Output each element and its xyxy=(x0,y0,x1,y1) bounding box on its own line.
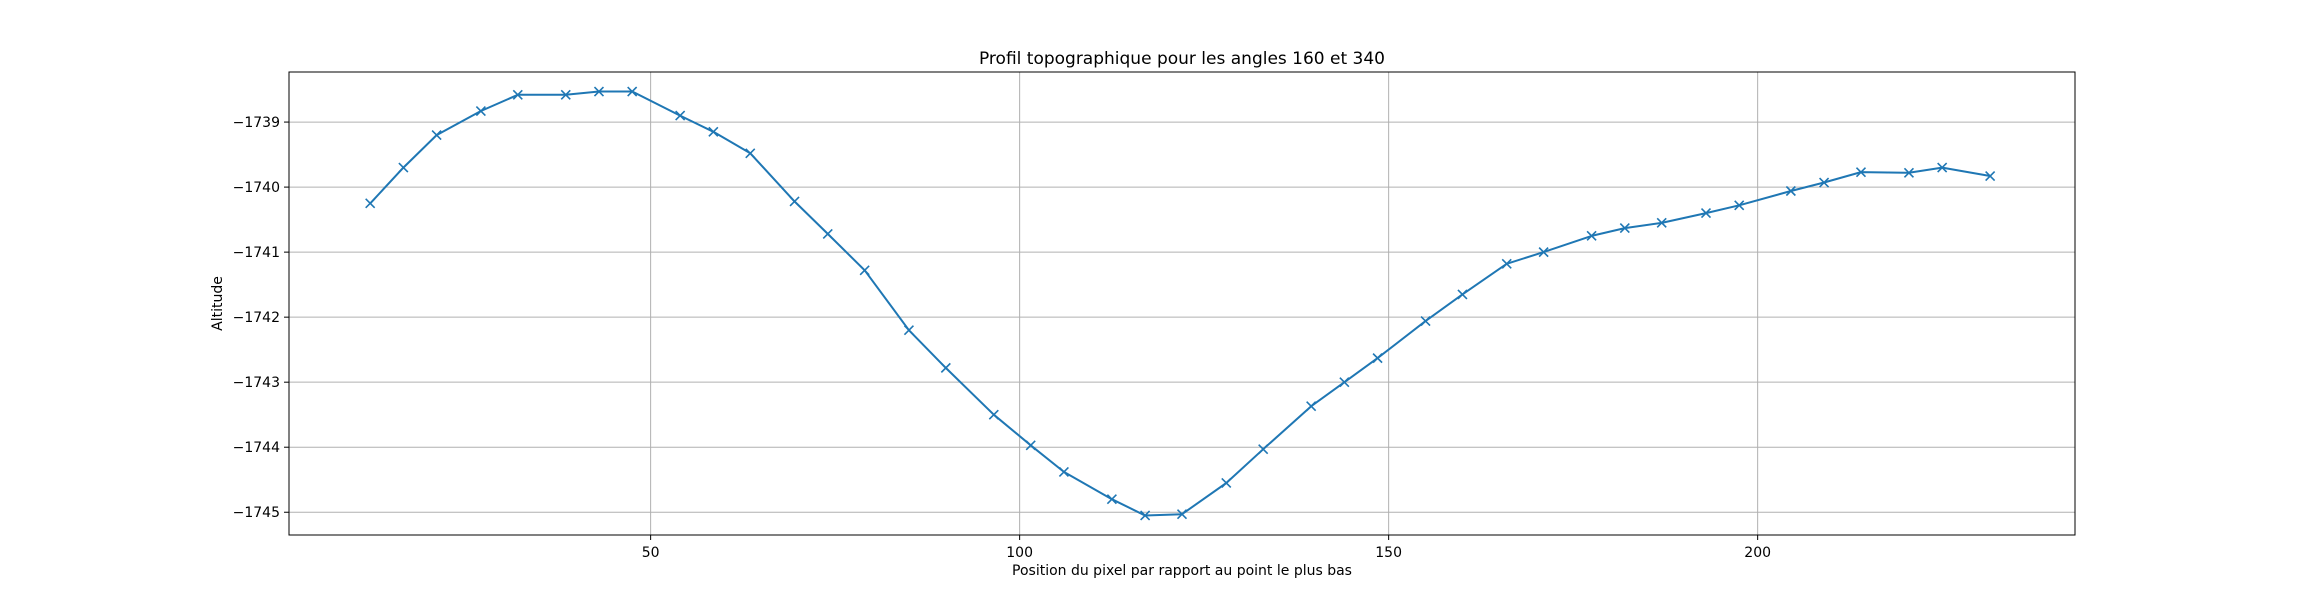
data-point-marker xyxy=(1140,510,1151,521)
data-point-marker xyxy=(1855,167,1867,178)
y-tick-label: −1741 xyxy=(233,245,280,261)
data-point-marker xyxy=(431,130,442,141)
data-point-marker xyxy=(708,126,719,137)
data-point-marker xyxy=(1937,162,1948,173)
data-point-marker xyxy=(1619,223,1630,234)
data-point-marker xyxy=(1785,185,1796,197)
data-point-marker xyxy=(1819,177,1830,188)
data-point-marker xyxy=(1734,200,1745,211)
grid-layer xyxy=(289,72,2075,535)
data-point-marker xyxy=(859,265,870,276)
data-point-marker xyxy=(1700,208,1712,219)
data-point-marker xyxy=(1420,315,1431,327)
data-point-marker xyxy=(1339,377,1350,388)
y-tick-label: −1744 xyxy=(233,440,280,456)
data-point-marker xyxy=(1106,494,1117,505)
data-point-marker xyxy=(475,105,486,117)
data-point-marker xyxy=(1176,509,1188,520)
x-tick-label: 200 xyxy=(1744,545,1771,561)
data-point-marker xyxy=(627,86,638,97)
data-point-marker xyxy=(1258,444,1269,455)
y-tick-label: −1745 xyxy=(233,505,280,521)
y-tick-label: −1740 xyxy=(233,180,280,196)
data-point-marker xyxy=(1538,247,1549,258)
data-point-marker xyxy=(560,89,571,100)
data-point-marker xyxy=(988,409,999,420)
data-point-marker xyxy=(940,362,951,373)
data-point-marker xyxy=(1985,170,1996,182)
x-tick-label: 150 xyxy=(1375,545,1402,561)
y-tick-label: −1743 xyxy=(233,375,280,391)
plot-layer xyxy=(365,86,1996,521)
series-line xyxy=(369,90,1991,517)
data-point-marker xyxy=(1058,466,1069,477)
y-tick-label: −1742 xyxy=(233,310,280,326)
data-point-marker xyxy=(1586,230,1597,241)
data-point-marker xyxy=(789,196,800,207)
chart-title: Profil topographique pour les angles 160… xyxy=(979,49,1385,69)
data-point-marker xyxy=(398,162,409,173)
data-point-marker xyxy=(903,325,914,336)
data-point-marker xyxy=(1372,353,1383,364)
x-axis-label: Position du pixel par rapport au point l… xyxy=(1012,563,1352,579)
axes-frame xyxy=(288,71,2076,536)
data-point-marker xyxy=(1656,217,1667,228)
data-point-marker xyxy=(1903,167,1915,178)
data-point-marker xyxy=(512,89,523,100)
data-point-marker xyxy=(745,148,756,159)
y-tick-label: −1739 xyxy=(233,115,280,131)
data-point-marker xyxy=(1221,477,1232,489)
data-point-marker xyxy=(1501,258,1512,269)
data-point-marker xyxy=(1457,289,1468,300)
y-axis-label: Altitude xyxy=(210,276,226,331)
data-point-marker xyxy=(822,228,833,239)
data-point-marker xyxy=(675,110,686,121)
tick-layer: 50 100 150 200 −1739 −1740 −1741 −1742 −1743 −174… xyxy=(233,115,1771,561)
x-tick-label: 100 xyxy=(1006,545,1033,561)
data-point-marker xyxy=(1025,440,1036,451)
data-point-marker xyxy=(1306,401,1317,412)
x-tick-label: 50 xyxy=(642,545,660,561)
data-point-marker xyxy=(593,86,605,97)
data-point-marker xyxy=(365,198,376,209)
